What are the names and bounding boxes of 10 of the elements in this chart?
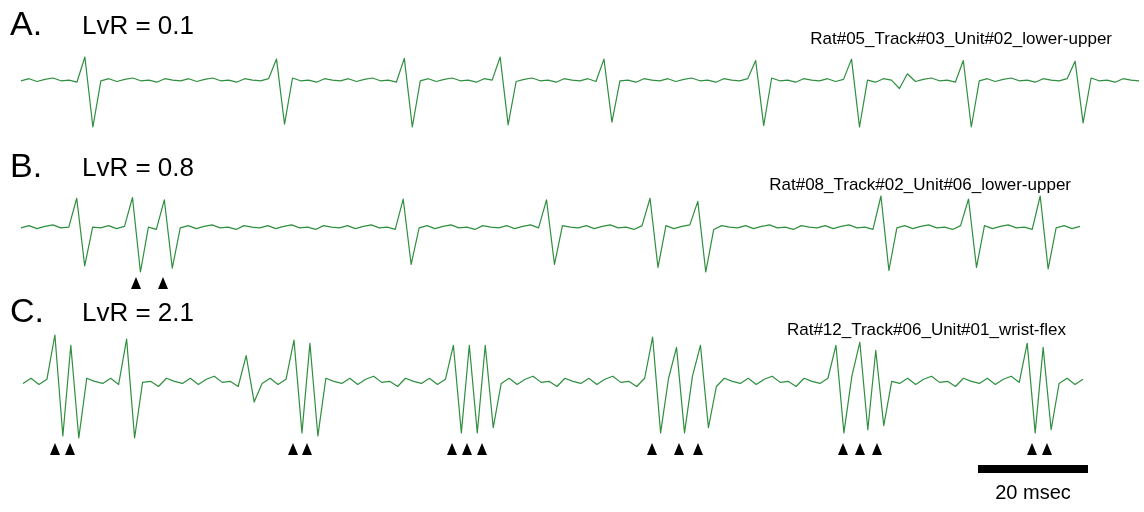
text: Rat#08_Track#02_Unit#06_lower-upper (769, 175, 1071, 194)
text: Rat#05_Track#03_Unit#02_lower-upper (810, 29, 1112, 48)
chart-title: C. (10, 291, 44, 329)
text: 20 msec (995, 481, 1071, 503)
chart-title: A. (10, 4, 43, 42)
chart-subtitle: LvR = 0.8 (82, 152, 195, 182)
annotation: Rat#12_Track#06_Unit#01_wrist-flex (786, 320, 1066, 339)
chart-subtitle: LvR = 0.1 (82, 10, 195, 40)
chart-subtitle: LvR = 2.1 (82, 297, 195, 327)
chart-title: B. (10, 146, 43, 184)
